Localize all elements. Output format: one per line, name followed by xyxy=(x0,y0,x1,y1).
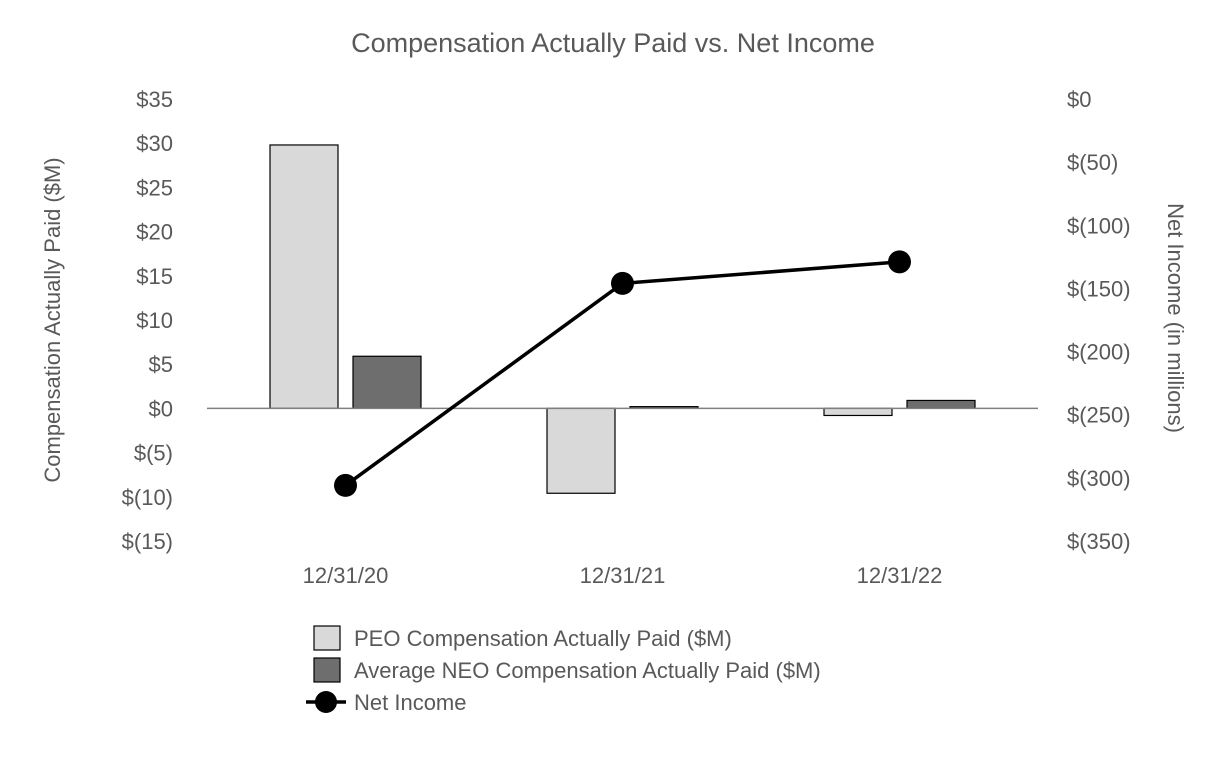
right-tick-label: $0 xyxy=(1067,87,1091,112)
x-tick-label: 12/31/20 xyxy=(303,563,389,588)
bar-peo xyxy=(546,407,616,494)
bars-layer xyxy=(269,144,976,494)
left-axis-ticks: $35 $30 $25 $20 $15 $10 $5 $0 $(5) $(10) $(15) xyxy=(122,87,173,554)
left-tick-label: $(15) xyxy=(122,529,173,554)
bar-peo xyxy=(269,144,339,410)
left-axis-title: Compensation Actually Paid ($M) xyxy=(40,157,65,482)
legend-label: Net Income xyxy=(354,690,467,715)
left-tick-label: $5 xyxy=(149,352,173,377)
right-axis-ticks: $0 $(50) $(100) $(150) $(200) $(250) $(300) $(3… xyxy=(1067,87,1131,554)
left-tick-label: $30 xyxy=(136,131,173,156)
left-tick-label: $(10) xyxy=(122,485,173,510)
left-tick-label: $0 xyxy=(149,396,173,421)
left-tick-label: $25 xyxy=(136,175,173,200)
left-tick-label: $(5) xyxy=(134,441,173,466)
x-tick-label: 12/31/21 xyxy=(580,563,666,588)
right-tick-label: $(300) xyxy=(1067,466,1131,491)
left-tick-label: $35 xyxy=(136,87,173,112)
legend-swatch-neo xyxy=(313,657,341,683)
right-tick-label: $(200) xyxy=(1067,340,1131,365)
left-tick-label: $20 xyxy=(136,220,173,245)
right-axis-title: Net Income (in millions) xyxy=(1163,203,1188,433)
net-income-point xyxy=(888,250,911,274)
legend-swatch-peo xyxy=(313,625,341,651)
left-tick-label: $10 xyxy=(136,308,173,333)
net-income-line xyxy=(344,260,900,487)
legend-swatch-marker xyxy=(315,691,337,713)
right-tick-label: $(100) xyxy=(1067,213,1131,238)
net-income-point xyxy=(611,271,634,295)
right-tick-label: $(250) xyxy=(1067,403,1131,428)
legend-label: PEO Compensation Actually Paid ($M) xyxy=(354,626,732,651)
net-income-point xyxy=(334,473,357,497)
legend-label: Average NEO Compensation Actually Paid (… xyxy=(354,658,821,683)
right-tick-label: $(350) xyxy=(1067,529,1131,554)
bar-peo xyxy=(823,407,893,417)
right-tick-label: $(150) xyxy=(1067,276,1131,301)
left-tick-label: $15 xyxy=(136,264,173,289)
x-axis-ticks: 12/31/20 12/31/21 12/31/22 xyxy=(303,563,943,588)
x-tick-label: 12/31/22 xyxy=(857,563,943,588)
chart-title: Compensation Actually Paid vs. Net Incom… xyxy=(351,28,875,58)
bar-neo xyxy=(906,399,976,410)
legend: PEO Compensation Actually Paid ($M) Avera… xyxy=(306,625,821,715)
net-income-line-layer xyxy=(334,250,911,497)
bar-neo xyxy=(352,355,422,409)
right-tick-label: $(50) xyxy=(1067,150,1118,175)
